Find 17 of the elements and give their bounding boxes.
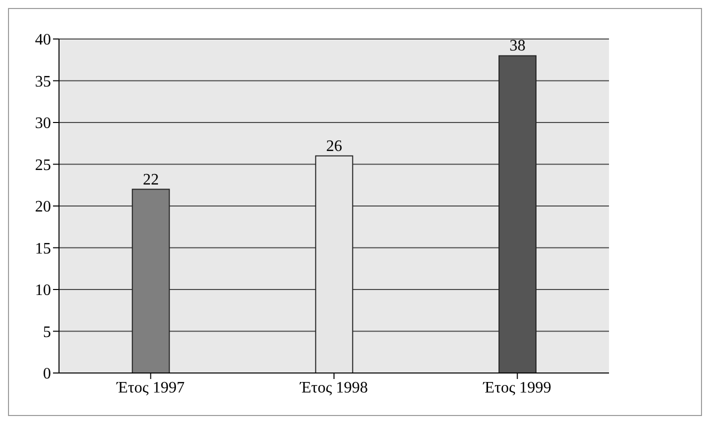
- data-label: 26: [326, 138, 342, 155]
- bar: [132, 188, 170, 373]
- y-tick-label: 15: [35, 240, 51, 258]
- x-tick-label: Έτος 1998: [299, 379, 368, 396]
- y-tick-label: 35: [35, 73, 51, 90]
- y-tick-label: 5: [43, 324, 51, 341]
- bar: [498, 55, 536, 373]
- data-label: 22: [142, 171, 159, 188]
- data-label: 38: [510, 38, 526, 55]
- y-tick-label: 30: [35, 115, 51, 132]
- y-tick-label: 10: [35, 282, 51, 300]
- x-tick-label: Έτος 1997: [116, 379, 185, 396]
- x-tick-label: Έτος 1999: [482, 379, 552, 396]
- y-tick-label: 0: [43, 366, 51, 383]
- y-tick-label: 40: [35, 32, 51, 49]
- y-tick-label: 20: [35, 198, 51, 216]
- y-tick-label: 25: [35, 156, 51, 174]
